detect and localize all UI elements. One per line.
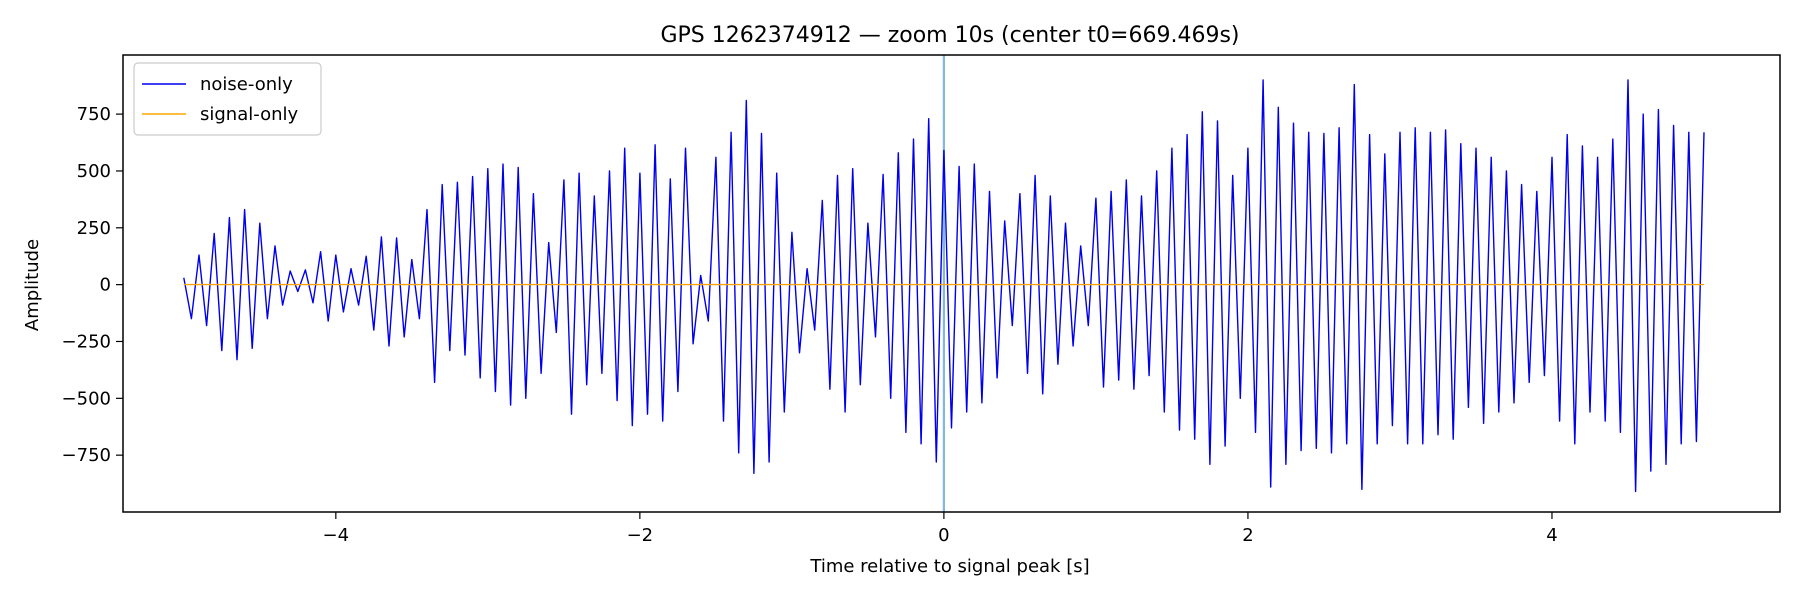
y-tick-label: −750 [62, 445, 111, 466]
y-tick-label: −500 [62, 388, 111, 409]
x-tick-label: 0 [938, 525, 949, 546]
x-ticks: −4 −2 0 2 4 [323, 512, 1558, 546]
x-tick-label: −2 [627, 525, 654, 546]
legend-box [133, 62, 322, 136]
legend[interactable]: noise-only signal-only [133, 62, 322, 136]
x-tick-label: 2 [1242, 525, 1253, 546]
y-tick-label: 250 [77, 218, 111, 239]
y-tick-label: 0 [100, 275, 111, 296]
y-tick-label: 750 [77, 104, 111, 125]
y-tick-label: −250 [62, 331, 111, 352]
plot-area [183, 55, 1705, 512]
y-axis-label: Amplitude [22, 239, 43, 331]
x-tick-label: 4 [1546, 525, 1557, 546]
axes-frame [122, 54, 1781, 513]
legend-label-noise-only: noise-only [200, 74, 293, 95]
series-line-noise-only [183, 79, 1705, 493]
legend-label-signal-only: signal-only [200, 104, 298, 125]
y-ticks: −750 −500 −250 0 250 500 750 [62, 104, 123, 466]
x-axis-label: Time relative to signal peak [s] [809, 556, 1089, 577]
x-tick-label: −4 [323, 525, 350, 546]
y-tick-label: 500 [77, 161, 111, 182]
chart-title: GPS 1262374912 — zoom 10s (center t0=669… [660, 23, 1239, 48]
